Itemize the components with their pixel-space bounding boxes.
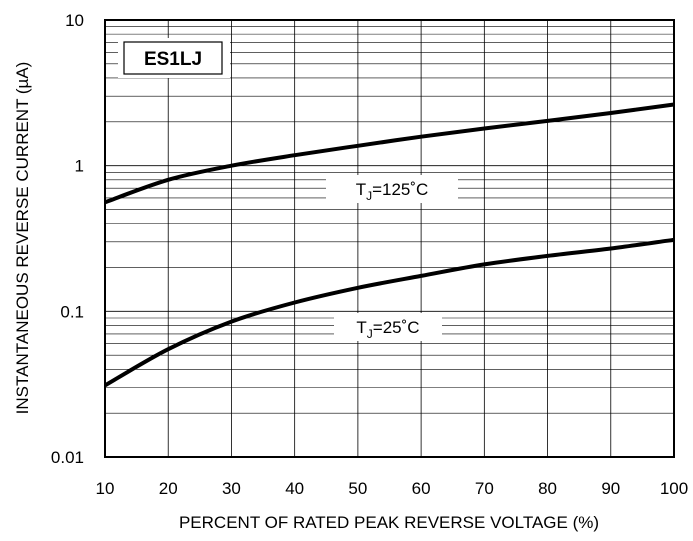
grid-minor — [105, 26, 674, 414]
x-axis-label: PERCENT OF RATED PEAK REVERSE VOLTAGE (%… — [179, 513, 599, 532]
x-tick-label: 40 — [285, 479, 304, 498]
grid-major — [105, 20, 674, 457]
x-tick-label: 60 — [412, 479, 431, 498]
x-tick-label: 90 — [601, 479, 620, 498]
series-2-label-rest: =25˚C — [373, 318, 420, 337]
x-tick-label: 80 — [538, 479, 557, 498]
y-tick-label: 1 — [75, 157, 84, 176]
x-tick-label: 10 — [96, 479, 115, 498]
x-tick-label: 100 — [660, 479, 688, 498]
series-1-line — [104, 102, 675, 205]
title-box-bg — [118, 38, 230, 78]
series-2-line — [104, 237, 675, 388]
x-tick-label: 50 — [348, 479, 367, 498]
series-2-label-main: T — [356, 318, 366, 337]
series-1-label-sub: J — [366, 189, 372, 203]
series-1-label-rest: =125˚C — [372, 180, 428, 199]
y-tick-label: 0.1 — [60, 302, 84, 321]
series-2-label-bg — [334, 313, 442, 341]
y-tick-label: 0.01 — [51, 448, 84, 467]
title-box-border — [123, 41, 223, 75]
series-2-label-sub: J — [367, 327, 373, 341]
y-tick-label: 10 — [65, 11, 84, 30]
x-tick-label: 20 — [159, 479, 178, 498]
series-1-label: TJ=125˚C — [356, 180, 429, 203]
plot-frame — [104, 19, 675, 458]
x-tick-label: 30 — [222, 479, 241, 498]
series-1-label-bg — [326, 175, 458, 203]
x-tick-label: 70 — [475, 479, 494, 498]
series-2-label: TJ=25˚C — [356, 318, 419, 341]
curves — [104, 102, 675, 388]
y-axis-label: INSTANTANEOUS REVERSE CURRENT (µA) — [13, 62, 32, 415]
x-tick-labels: 10 20 30 40 50 60 70 80 90 100 — [96, 479, 689, 498]
y-tick-labels: 10 1 0.1 0.01 — [51, 11, 84, 467]
series-1-label-main: T — [356, 180, 366, 199]
chart-title: ES1LJ — [144, 49, 202, 70]
